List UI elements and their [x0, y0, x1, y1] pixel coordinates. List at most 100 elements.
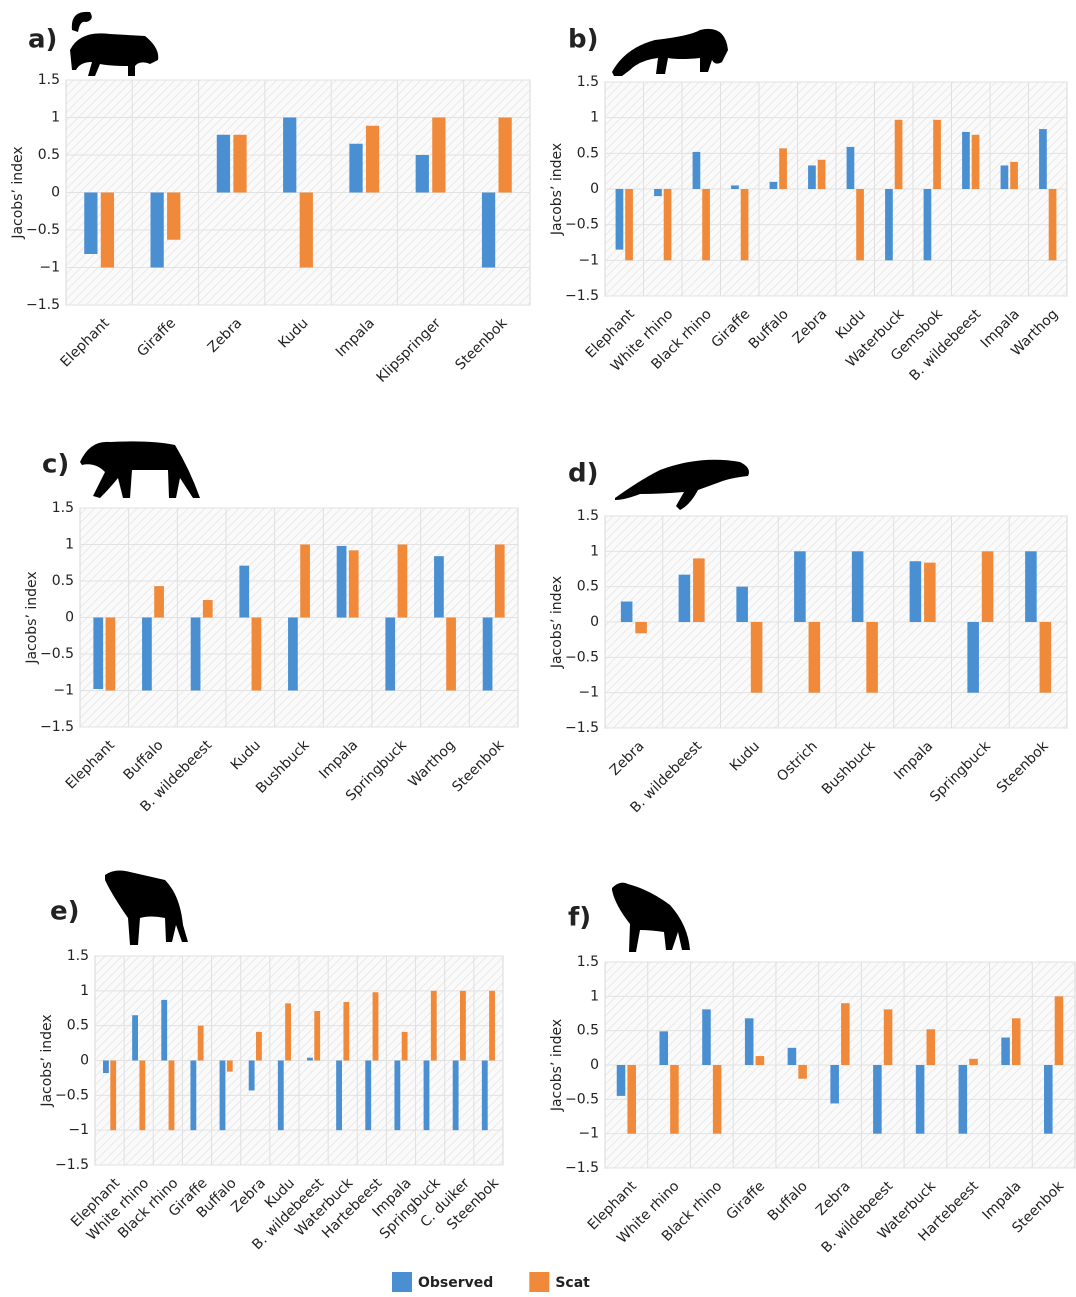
bar [239, 566, 249, 618]
bar [314, 1011, 320, 1060]
bar [731, 185, 739, 189]
bar [385, 618, 395, 691]
x-tick-label: Bushbuck [819, 738, 879, 798]
y-tick-label: −1 [68, 1122, 89, 1138]
legend-swatch [529, 1272, 549, 1292]
x-tick-label: Buffalo [746, 306, 792, 352]
bar [489, 991, 495, 1061]
bar [670, 1065, 679, 1134]
bar [895, 120, 903, 189]
bar [84, 193, 97, 255]
bar [366, 126, 379, 193]
bar [110, 1061, 116, 1131]
x-tick-label: Kudu [275, 315, 311, 351]
bar [285, 1003, 291, 1060]
y-axis-label: Jacobs’ index [10, 146, 26, 239]
bar [959, 1065, 968, 1134]
bar [808, 165, 816, 189]
y-tick-label: 1.5 [38, 72, 60, 88]
bar [167, 193, 180, 240]
bar [151, 193, 164, 268]
y-tick-label: 0.5 [577, 579, 599, 595]
bar [220, 1061, 226, 1131]
y-tick-label: −1.5 [565, 288, 599, 304]
x-tick-label: Elephant [63, 737, 119, 793]
bar [1001, 1038, 1010, 1065]
y-tick-label: −0.5 [55, 1087, 89, 1103]
bar [927, 1029, 936, 1065]
y-tick-label: 0 [590, 1057, 599, 1073]
y-tick-label: 1 [590, 988, 599, 1004]
bar [482, 193, 495, 268]
legend-swatch [392, 1272, 412, 1292]
bar [101, 193, 114, 268]
x-tick-label: Giraffe [134, 315, 179, 360]
bar [424, 1061, 430, 1131]
bar [106, 618, 116, 691]
figure: ObservedScat a)Jacobs’ index1.510.50−0.5… [0, 0, 1076, 1297]
y-tick-label: −0.5 [565, 649, 599, 665]
x-tick-label: Zebra [813, 1178, 854, 1219]
panel-title: b) [568, 25, 599, 55]
y-tick-label: −1 [578, 685, 599, 701]
bar [924, 563, 936, 622]
y-tick-label: 1 [590, 110, 599, 126]
bar [873, 1065, 882, 1134]
bar [659, 1031, 668, 1065]
bar [288, 618, 298, 691]
bar [460, 991, 466, 1061]
bar [1025, 551, 1037, 622]
bar [962, 132, 970, 189]
x-tick-label: Steenbok [994, 738, 1053, 797]
bar [283, 118, 296, 193]
y-tick-label: −1.5 [565, 720, 599, 736]
x-tick-label: Impala [333, 315, 378, 360]
bar [884, 1009, 893, 1065]
bar [910, 561, 922, 622]
panel-title: e) [50, 897, 80, 927]
y-tick-label: −1 [39, 260, 60, 276]
y-tick-label: 0 [590, 614, 599, 630]
y-tick-label: 1.5 [577, 954, 599, 970]
bar [1039, 129, 1047, 189]
x-tick-label: Zebra [790, 306, 831, 347]
bar [933, 120, 941, 189]
x-tick-label: Bushbuck [253, 737, 313, 797]
y-tick-label: 0.5 [52, 573, 74, 589]
y-tick-label: 0 [590, 181, 599, 197]
bar [847, 147, 855, 189]
bar [664, 189, 672, 260]
x-tick-label: Kudu [727, 738, 763, 774]
bar [446, 618, 456, 691]
bar [431, 991, 437, 1061]
y-tick-label: 0.5 [38, 147, 60, 163]
bar [617, 1065, 626, 1096]
bar [866, 622, 878, 693]
bar [191, 618, 201, 691]
x-tick-label: Buffalo [765, 1178, 811, 1224]
y-tick-label: −1 [578, 1126, 599, 1142]
bar [373, 992, 379, 1060]
y-tick-label: 1.5 [67, 948, 89, 964]
bar [233, 135, 246, 193]
bar [483, 618, 493, 691]
bar [635, 622, 647, 633]
y-tick-label: 0 [80, 1053, 89, 1069]
bar [453, 1061, 459, 1131]
bar [841, 1003, 850, 1065]
bar [103, 1061, 109, 1074]
y-tick-label: 0 [65, 610, 74, 626]
bar [616, 189, 624, 250]
bar [627, 1065, 636, 1134]
bar [713, 1065, 722, 1134]
bar [1010, 162, 1018, 189]
bar [394, 1061, 400, 1131]
x-tick-label: Kudu [228, 737, 264, 773]
bar [770, 182, 778, 189]
bar [227, 1061, 233, 1072]
bar [337, 546, 347, 618]
y-tick-label: −1.5 [55, 1157, 89, 1173]
y-tick-label: −0.5 [565, 1091, 599, 1107]
y-tick-label: −0.5 [40, 646, 74, 662]
y-tick-label: −0.5 [565, 217, 599, 233]
